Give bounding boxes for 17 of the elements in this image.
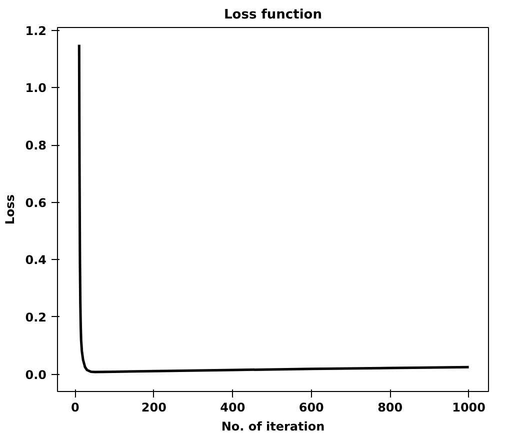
- y-tick-label: 0.8: [25, 138, 47, 153]
- y-tick-label: 1.0: [25, 81, 47, 96]
- y-tick-label: 0.6: [25, 196, 47, 210]
- y-tick-label: 1.2: [25, 24, 47, 38]
- x-axis-title: No. of iteration: [221, 420, 325, 434]
- x-tick-label: 200: [141, 400, 166, 414]
- y-tick-label: 0.0: [25, 368, 47, 382]
- line-series: [78, 43, 470, 374]
- x-tick-label: 0: [71, 400, 80, 414]
- x-tick-label: 400: [220, 400, 246, 414]
- y-tick-label: 0.4: [25, 253, 47, 268]
- chart-title: Loss function: [224, 8, 322, 22]
- y-tick-label: 0.2: [25, 310, 47, 324]
- x-tick-label: 600: [298, 400, 324, 414]
- x-tick-label: 1000: [452, 400, 486, 414]
- x-tick-label: 800: [378, 400, 403, 414]
- y-axis-title: Loss: [3, 194, 18, 225]
